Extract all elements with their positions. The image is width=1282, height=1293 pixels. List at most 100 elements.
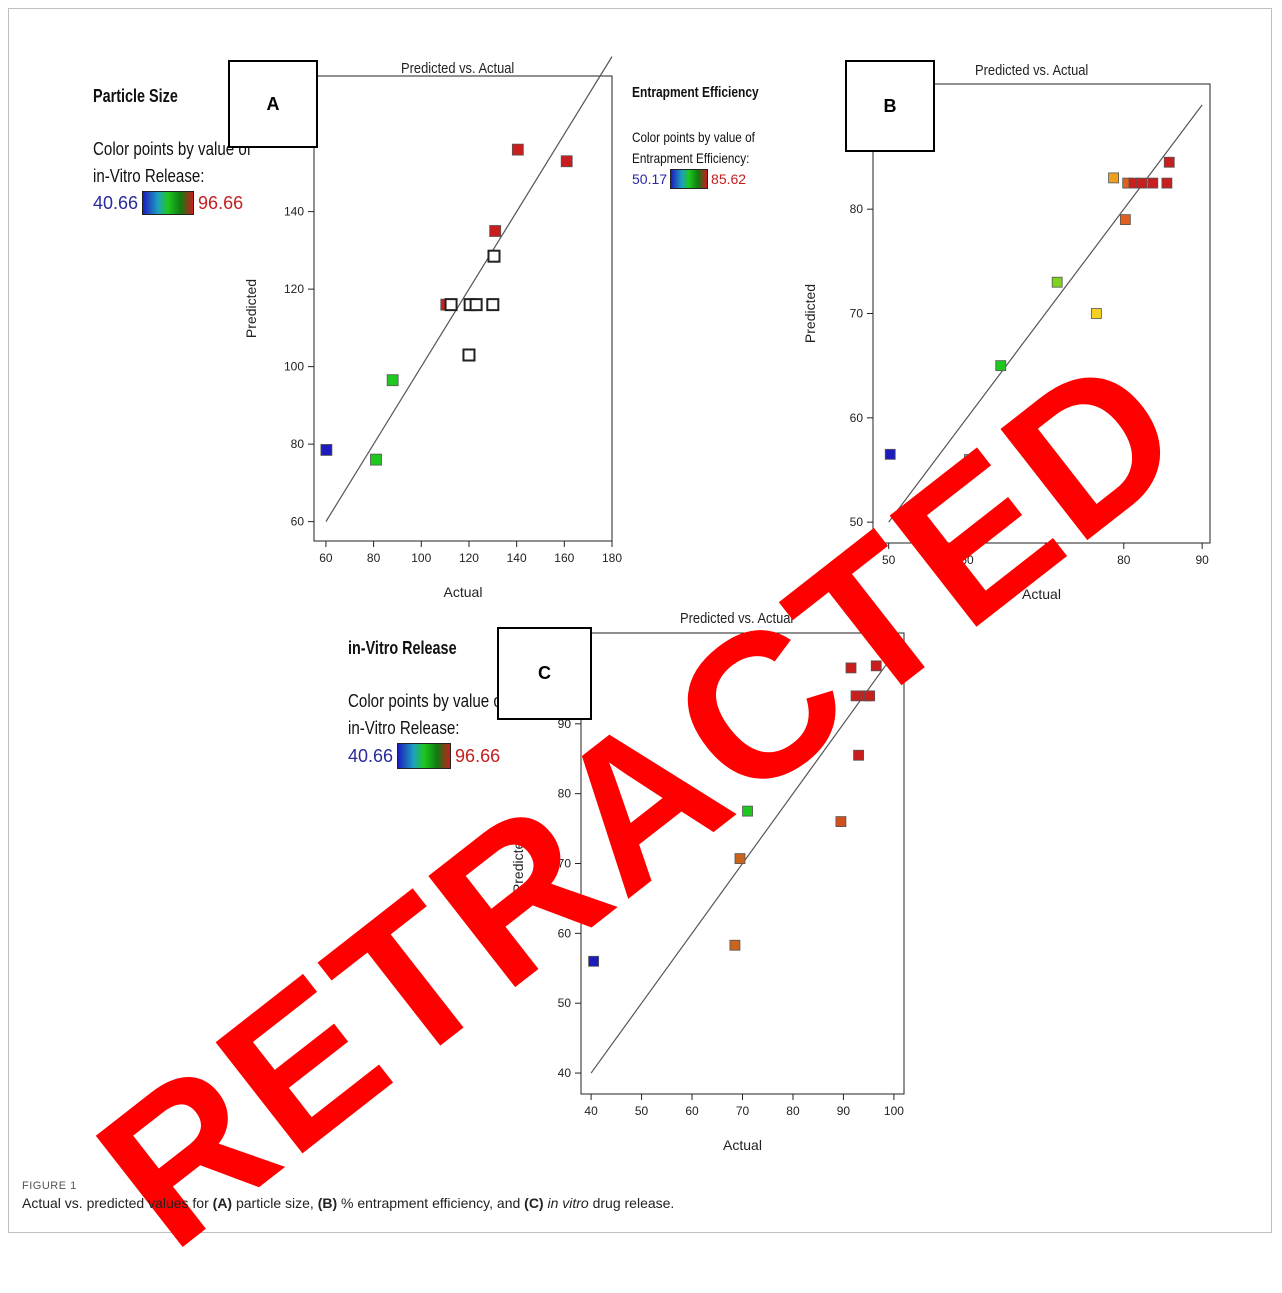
y-tick-label: 90	[558, 717, 572, 731]
x-axis-label: Actual	[723, 1137, 762, 1153]
legend-a-scale: 40.66 96.66	[93, 191, 281, 215]
x-axis-label: Actual	[444, 584, 483, 600]
data-point	[870, 660, 882, 672]
data-point	[845, 662, 857, 674]
legend-c-max: 96.66	[455, 745, 501, 766]
y-tick-label: 80	[291, 437, 305, 451]
y-axis-label: Predicted	[510, 834, 526, 893]
data-point	[486, 298, 500, 312]
data-point	[469, 298, 483, 312]
panel-b-title: Predicted vs. Actual	[975, 62, 1089, 79]
y-tick-label: 60	[291, 515, 305, 529]
legend-b-min: 50.17	[632, 171, 668, 187]
y-tick-label: 50	[558, 996, 572, 1010]
data-point	[729, 939, 741, 951]
x-tick-label: 50	[882, 553, 896, 567]
x-axis-label: Actual	[1022, 586, 1061, 602]
x-tick-label: 80	[1117, 553, 1131, 567]
y-tick-label: 100	[284, 360, 304, 374]
data-point	[489, 225, 502, 237]
data-point	[734, 853, 746, 865]
panel-c-title: Predicted vs. Actual	[680, 610, 794, 627]
caption-ref-a: (A)	[212, 1195, 233, 1211]
y-tick-label: 60	[850, 411, 864, 425]
x-tick-label: 90	[837, 1104, 851, 1118]
data-point	[864, 690, 876, 702]
data-point	[462, 348, 476, 362]
y-tick-label: 140	[284, 205, 304, 219]
data-point	[884, 448, 896, 460]
y-tick-label: 120	[284, 282, 304, 296]
legend-c-line2: in-Vitro Release:	[348, 718, 460, 738]
data-point	[835, 816, 847, 827]
x-tick-label: 90	[1195, 553, 1209, 567]
data-point	[1051, 276, 1063, 288]
data-point	[1119, 214, 1131, 226]
y-tick-label: 70	[850, 307, 864, 321]
legend-c-scale: 40.66 96.66	[348, 743, 536, 769]
caption-label: FIGURE 1	[22, 1180, 77, 1192]
legend-a: Particle Size Color points by value of i…	[93, 86, 281, 215]
caption-part-3: % entrapment efficiency, and	[337, 1195, 525, 1211]
x-tick-label: 140	[507, 551, 527, 565]
data-point	[853, 749, 864, 761]
y-tick-label: 70	[558, 857, 572, 871]
panel-a: Particle Size Color points by value of i…	[0, 0, 640, 620]
legend-a-line1: Color points by value of	[93, 139, 252, 159]
y-tick-label: 40	[558, 1066, 572, 1080]
legend-b-line1: Color points by value of	[632, 129, 755, 145]
x-tick-label: 60	[960, 553, 974, 567]
legend-b-title: Entrapment Efficiency	[632, 84, 759, 101]
x-tick-label: 80	[367, 551, 381, 565]
data-point	[1136, 177, 1148, 189]
legend-b-colorbar	[670, 169, 709, 189]
panel-b-label-box: B	[845, 60, 935, 152]
data-point	[1147, 177, 1159, 189]
legend-b-max: 85.62	[711, 171, 747, 187]
panel-a-label-box: A	[228, 60, 318, 148]
caption-part-1: Actual vs. predicted values for	[22, 1195, 213, 1211]
panel-c-label-box: C	[497, 627, 592, 720]
data-point	[963, 454, 975, 465]
data-point	[511, 143, 524, 156]
y-axis-label: Predicted	[802, 284, 818, 343]
x-tick-label: 40	[584, 1104, 598, 1118]
x-tick-label: 100	[884, 1104, 904, 1118]
data-point	[1090, 308, 1102, 319]
plot-area-border	[313, 75, 613, 542]
caption-part-5: drug release.	[588, 1195, 675, 1211]
y-axis-label: Predicted	[243, 279, 259, 338]
data-point	[560, 155, 573, 168]
data-point	[487, 249, 501, 263]
panel-b: Entrapment Efficiency Color points by va…	[0, 0, 1282, 620]
data-point	[995, 360, 1007, 372]
panel-c: in-Vitro Release Color points by value o…	[0, 600, 1282, 1160]
caption-ref-b: (B)	[317, 1195, 338, 1211]
legend-a-colorbar	[142, 191, 195, 215]
legend-a-min: 40.66	[93, 192, 139, 213]
panel-c-plot: 40 50 60 70 80 90 100 40 50 60 70 80 90 Actual Predict…	[510, 632, 905, 1153]
legend-c-colorbar	[397, 743, 452, 769]
x-tick-label: 70	[1039, 553, 1053, 567]
legend-a-max: 96.66	[198, 192, 244, 213]
fit-line	[325, 56, 613, 522]
fit-line	[888, 104, 1203, 523]
caption-italic: in vitro	[547, 1195, 589, 1211]
data-point	[588, 955, 600, 967]
x-tick-label: 60	[685, 1104, 699, 1118]
legend-b: Entrapment Efficiency Color points by va…	[632, 84, 790, 189]
y-tick-label: 80	[850, 202, 864, 216]
data-point	[1161, 177, 1173, 189]
data-point	[320, 444, 333, 456]
data-point	[370, 453, 382, 466]
x-tick-label: 80	[786, 1104, 800, 1118]
legend-c-title: in-Vitro Release	[348, 638, 457, 658]
legend-c-min: 40.66	[348, 745, 394, 766]
figure-caption: FIGURE 1 Actual vs. predicted values for…	[22, 1180, 674, 1211]
x-tick-label: 100	[411, 551, 431, 565]
figure-frame	[8, 8, 1272, 1233]
legend-b-scale: 50.17 85.62	[632, 169, 790, 189]
caption-text: Actual vs. predicted values for (A) part…	[22, 1195, 674, 1211]
x-tick-label: 60	[319, 551, 333, 565]
